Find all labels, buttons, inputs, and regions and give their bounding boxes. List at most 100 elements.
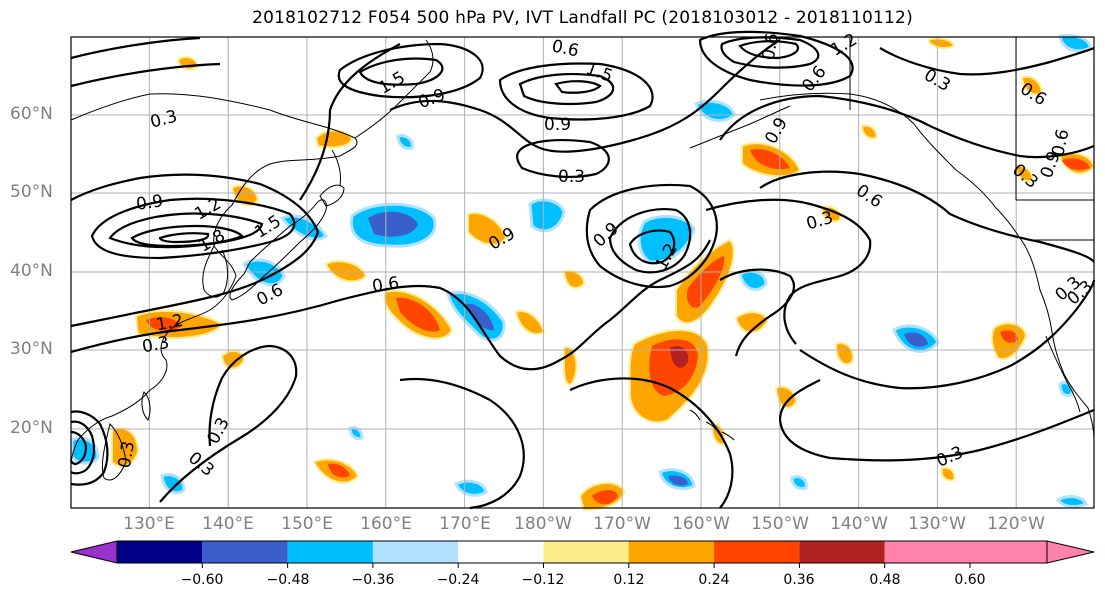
latitude-label: 20°N <box>10 418 53 438</box>
colorbar-segment <box>799 541 885 563</box>
pv-anomaly-blob <box>220 350 246 370</box>
colorbar-segment <box>117 541 203 563</box>
longitude-label: 160°E <box>360 514 412 534</box>
colorbar-extend-low <box>70 540 118 564</box>
contour-line <box>399 377 525 510</box>
pv-anomaly-blob <box>1014 164 1034 182</box>
contour-line <box>719 94 1095 159</box>
contour-line <box>70 410 109 486</box>
pv-positive-anomaly-shading <box>111 37 1096 512</box>
longitude-label: 150°W <box>751 514 809 534</box>
pv-anomaly-blob <box>592 490 618 505</box>
colorbar-segment <box>287 541 373 563</box>
contour-line <box>585 183 718 289</box>
colorbar-segment <box>372 541 459 563</box>
contour-line <box>628 229 676 265</box>
contour-line <box>879 46 1095 76</box>
pv-anomaly-blob <box>694 99 736 123</box>
pv-anomaly-blob <box>668 475 688 486</box>
contour-line <box>130 224 244 248</box>
contour-label: 0.3 <box>804 208 836 235</box>
pv-anomaly-blob <box>820 205 842 223</box>
hawaii-islands <box>689 409 735 441</box>
taiwan-coast <box>141 391 151 421</box>
map-title: 2018102712 F054 500 hPa PV, IVT Landfall… <box>252 8 913 28</box>
longitude-label: 150°E <box>281 514 333 534</box>
contour-label: 0.9 <box>590 219 623 252</box>
longitude-label: 160°W <box>672 514 730 534</box>
contour-label: 0.6 <box>371 273 401 297</box>
colorbar-segment <box>543 541 629 563</box>
contour-line <box>299 39 781 201</box>
pv-anomaly-blob <box>368 211 418 237</box>
pv-anomaly-blob <box>328 463 350 478</box>
colorbar-tick-label: −0.24 <box>436 572 480 588</box>
contour-line <box>70 420 96 475</box>
contour-label: 0.3 <box>148 107 179 133</box>
contour-line <box>70 36 221 88</box>
contour-label: 0.9 <box>761 114 792 147</box>
pv-anomaly-blob <box>396 134 414 150</box>
pv-anomaly-blob <box>1062 158 1090 170</box>
contour-label: 0.3 <box>558 167 585 187</box>
colorbar-outline <box>116 540 1048 564</box>
pv-anomaly-blob <box>734 311 770 334</box>
pv-anomaly-blob <box>860 124 878 140</box>
longitude-label: 180°W <box>514 514 572 534</box>
baja-coast <box>1045 335 1081 413</box>
latitude-label: 30°N <box>10 339 53 359</box>
colorbar-tick-label: 0.36 <box>783 572 815 588</box>
colorbar-segment <box>714 541 800 563</box>
contour-line <box>518 72 615 106</box>
contour-label: 0.3 <box>141 333 171 357</box>
colorbar-tick-label: −0.12 <box>521 572 565 588</box>
contour-label: 0.9 <box>135 191 165 215</box>
pv-anomaly-blob <box>904 332 928 347</box>
pv-anomaly-blob <box>834 342 854 365</box>
pv-anomaly-blob <box>1020 75 1044 96</box>
colorbar <box>70 540 1095 568</box>
pv-anomaly-blob <box>1058 34 1092 53</box>
contour-line <box>69 430 88 466</box>
contour-line <box>759 170 1095 263</box>
pv-anomaly-blob <box>637 214 696 264</box>
pv-anomaly-blob <box>1000 330 1018 343</box>
kamchatka-coast <box>354 39 434 139</box>
longitude-label: 170°E <box>439 514 491 534</box>
colorbar-tick-label: −0.60 <box>180 572 224 588</box>
pv-anomaly-blob <box>738 269 768 291</box>
contour-label: 0.3 <box>1008 160 1042 193</box>
colorbar-tick-label: −0.48 <box>266 572 310 588</box>
longitude-label: 140°E <box>202 514 254 534</box>
contour-line <box>738 40 800 60</box>
contour-line <box>158 232 210 244</box>
longitude-label: 120°W <box>987 514 1045 534</box>
north-america-west-coast <box>1023 243 1095 441</box>
colorbar-segment <box>884 541 970 563</box>
latitude-label: 60°N <box>10 104 53 124</box>
pv-anomaly-blob <box>453 479 488 497</box>
pv-anomaly-blob <box>528 198 566 233</box>
pv-anomaly-blob <box>230 184 260 207</box>
alaska-coast <box>759 92 1025 245</box>
contour-line <box>569 377 734 509</box>
aleutians-coast <box>689 105 791 149</box>
contour-label: 1.2 <box>827 30 860 61</box>
pv-anomaly-blob <box>314 129 354 149</box>
contour-line <box>159 344 298 503</box>
colorbar-tick-label: 0.12 <box>613 572 645 588</box>
contour-line <box>358 57 444 86</box>
colorbar-segment <box>970 541 1047 563</box>
contour-line <box>554 80 602 94</box>
pv-anomaly-blob <box>160 473 186 495</box>
pv-anomaly-blob <box>940 466 956 482</box>
contour-line <box>719 268 795 357</box>
contour-line <box>70 173 320 328</box>
longitude-label: 170°W <box>593 514 651 534</box>
longitude-label: 130°W <box>908 514 966 534</box>
longitude-label: 130°E <box>123 514 175 534</box>
longitude-label: 140°W <box>830 514 888 534</box>
pv-anomaly-blob <box>670 345 689 368</box>
latitude-label: 40°N <box>10 261 53 281</box>
